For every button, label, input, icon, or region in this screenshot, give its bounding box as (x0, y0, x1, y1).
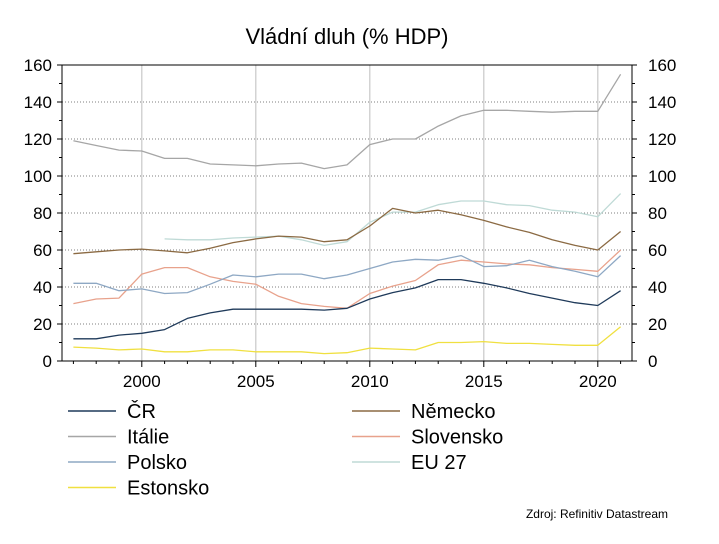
x-tick-label: 2005 (237, 372, 275, 391)
source-note: Zdroj: Refinitiv Datastream (526, 507, 668, 521)
legend-label: ČR (127, 400, 156, 423)
legend-label: EU 27 (411, 452, 467, 474)
legend-label: Německo (411, 401, 495, 423)
y-tick-label-right: 120 (648, 130, 676, 149)
y-tick-label-left: 140 (24, 93, 52, 112)
legend: ČR Itálie Polsko Estonsko Německo Slovensko EU… (68, 400, 503, 500)
legend-label: Polsko (127, 452, 187, 474)
y-tick-label-left: 80 (33, 204, 52, 223)
y-tick-label-left: 20 (33, 315, 52, 334)
y-tick-label-left: 40 (33, 278, 52, 297)
y-tick-label-right: 60 (648, 241, 667, 260)
x-tick-label: 2020 (579, 372, 617, 391)
y-tick-label-right: 140 (648, 93, 676, 112)
series-line-čr (73, 278, 621, 340)
legend-label: Slovensko (411, 427, 503, 449)
series-line-estonsko (73, 326, 622, 355)
chart-title: Vládní dluh (% HDP) (246, 24, 449, 49)
series-line-slovensko (73, 249, 622, 309)
y-tick-label-right: 160 (648, 56, 676, 75)
series-line-eu-27 (164, 193, 622, 247)
y-tick-label-right: 0 (648, 352, 657, 371)
y-tick-label-right: 20 (648, 315, 667, 334)
x-tick-label: 2010 (351, 372, 389, 391)
y-tick-label-right: 40 (648, 278, 667, 297)
y-tick-label-right: 80 (648, 204, 667, 223)
y-tick-label-left: 0 (43, 352, 52, 371)
y-tick-label-left: 60 (33, 241, 52, 260)
series-layer (73, 73, 622, 355)
legend-label: Estonsko (127, 478, 209, 500)
series-line-polsko (73, 254, 622, 295)
x-tick-label: 2015 (465, 372, 503, 391)
series-line-itálie (73, 73, 622, 170)
y-tick-label-right: 100 (648, 167, 676, 186)
x-tick-label: 2000 (123, 372, 161, 391)
grid-layer (62, 65, 632, 361)
y-tick-label-left: 100 (24, 167, 52, 186)
series-line-německo (73, 207, 622, 255)
y-tick-label-left: 160 (24, 56, 52, 75)
legend-label: Itálie (127, 427, 169, 449)
y-tick-label-left: 120 (24, 130, 52, 149)
